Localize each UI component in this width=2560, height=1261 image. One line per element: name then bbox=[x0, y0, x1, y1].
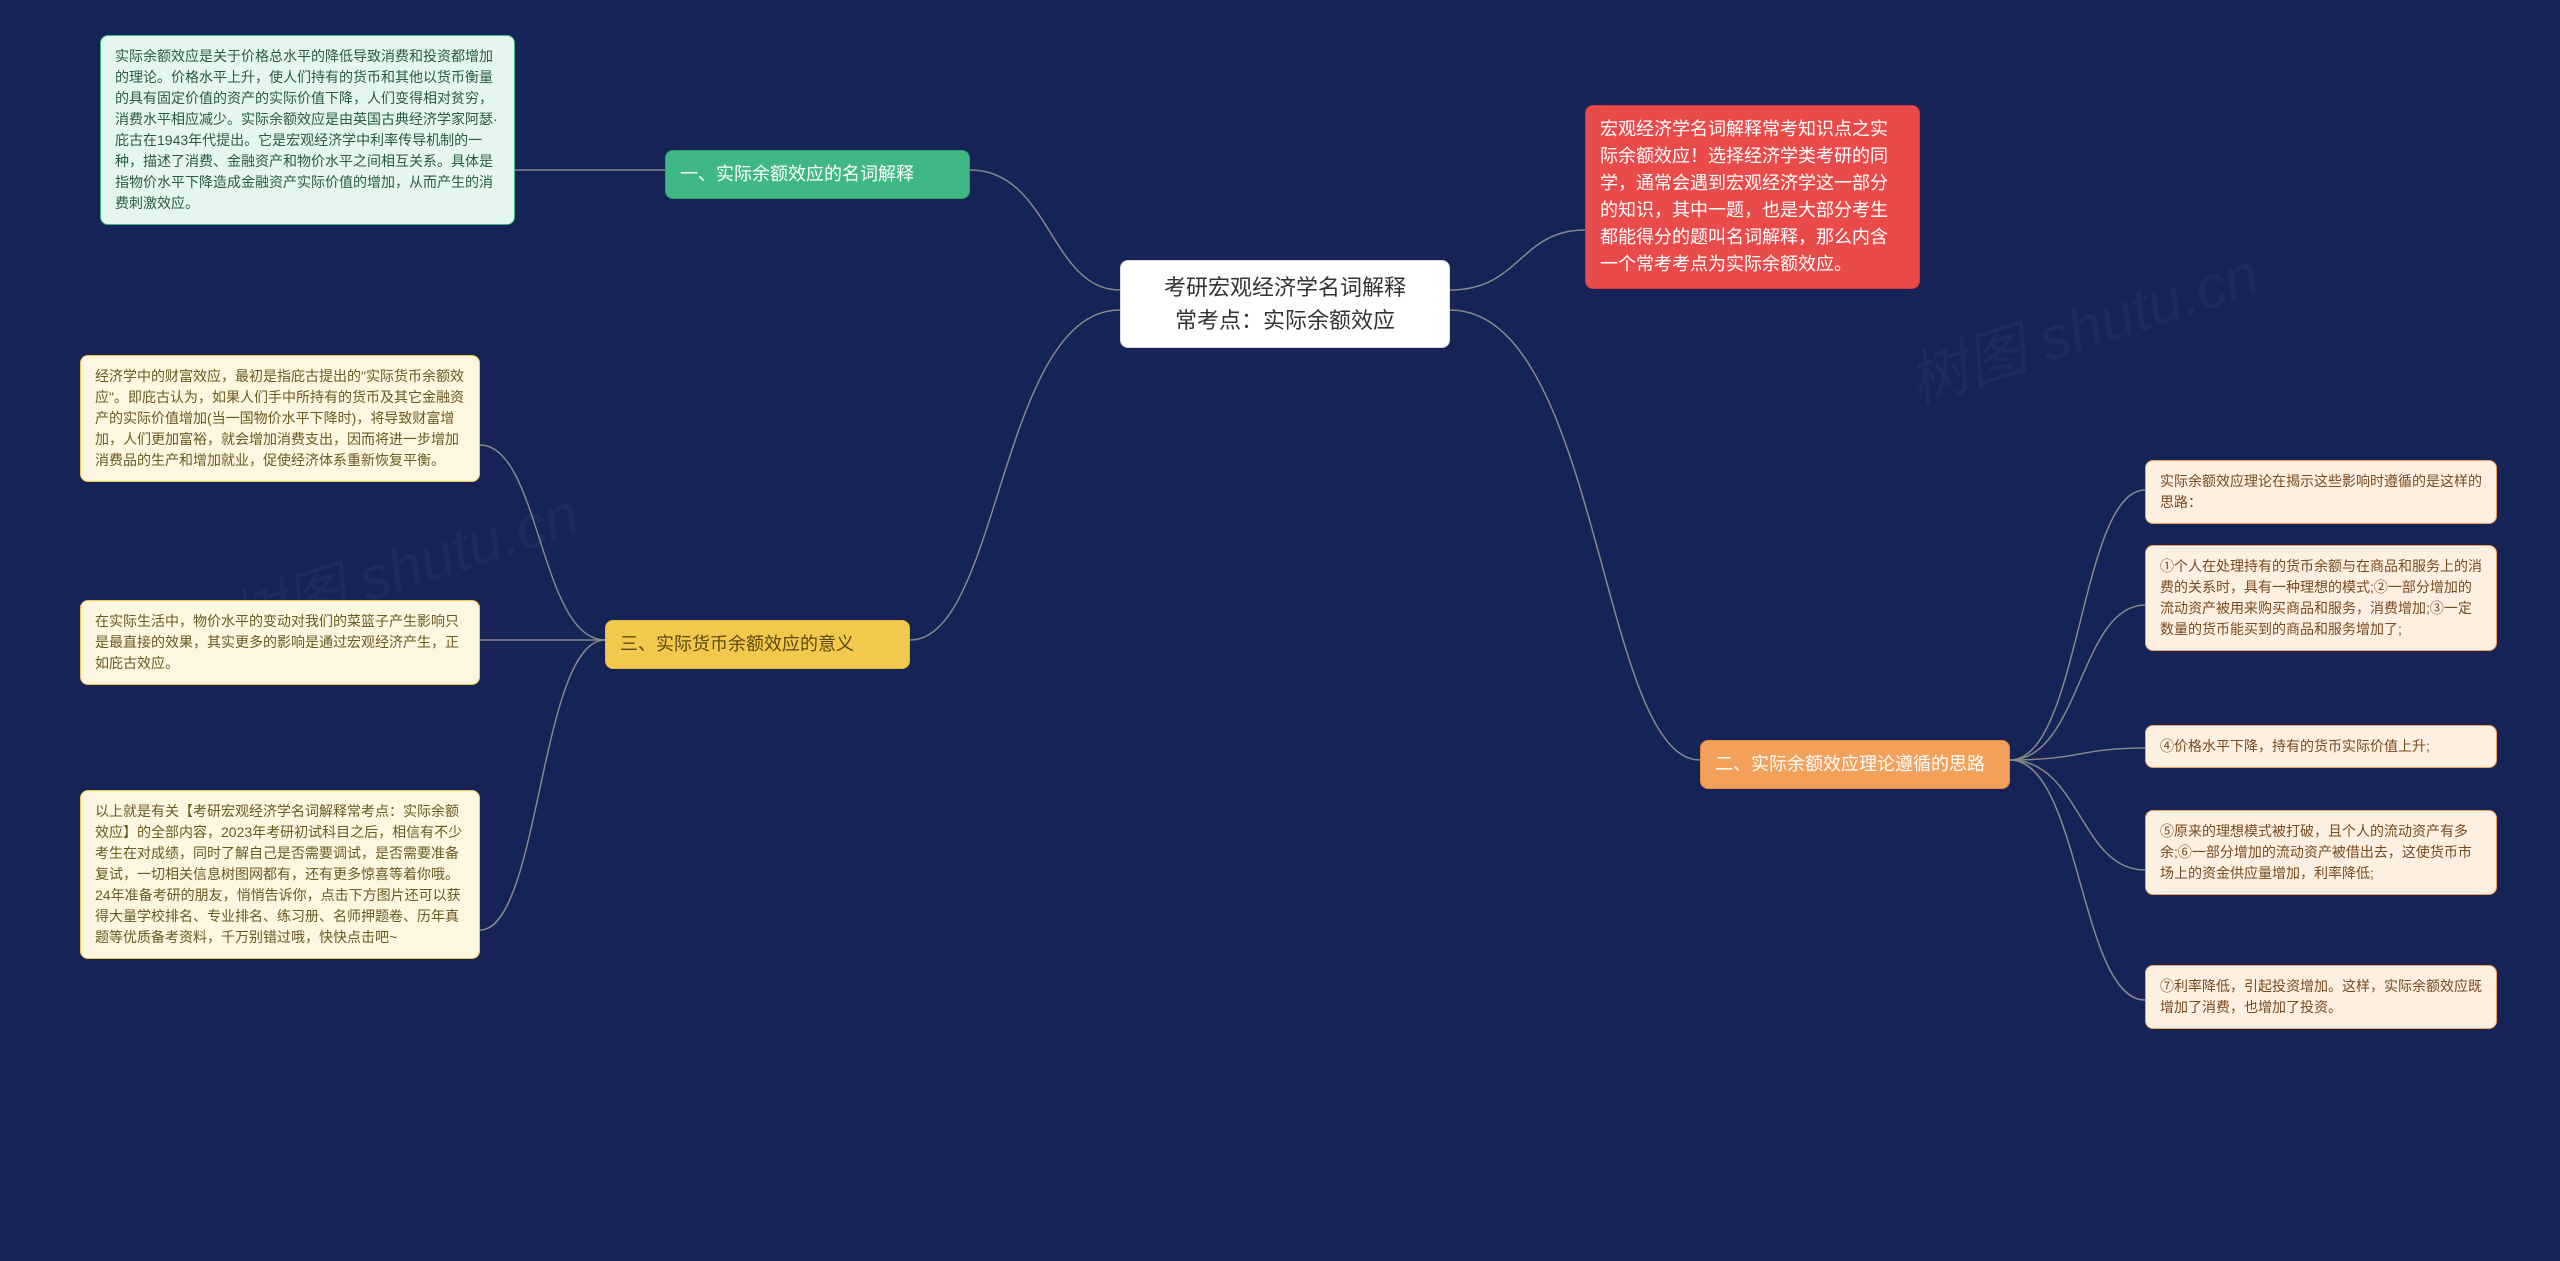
section1-title: 一、实际余额效应的名词解释 bbox=[665, 150, 970, 199]
section3-leaf-0: 经济学中的财富效应，最初是指庇古提出的"实际货币余额效应"。即庇古认为，如果人们… bbox=[80, 355, 480, 482]
center-node: 考研宏观经济学名词解释 常考点：实际余额效应 bbox=[1120, 260, 1450, 348]
section2-leaf-4: ⑦利率降低，引起投资增加。这样，实际余额效应既增加了消费，也增加了投资。 bbox=[2145, 965, 2497, 1029]
section2-leaf-0: 实际余额效应理论在揭示这些影响时遵循的是这样的思路： bbox=[2145, 460, 2497, 524]
section2-leaf-2: ④价格水平下降，持有的货币实际价值上升; bbox=[2145, 725, 2497, 768]
section3-title: 三、实际货币余额效应的意义 bbox=[605, 620, 910, 669]
section2-leaf-3: ⑤原来的理想模式被打破，且个人的流动资产有多余;⑥一部分增加的流动资产被借出去，… bbox=[2145, 810, 2497, 895]
center-title-line1: 考研宏观经济学名词解释 bbox=[1135, 271, 1435, 304]
section2-leaf-1: ①个人在处理持有的货币余额与在商品和服务上的消费的关系时，具有一种理想的模式;②… bbox=[2145, 545, 2497, 651]
section1-leaf: 实际余额效应是关于价格总水平的降低导致消费和投资都增加的理论。价格水平上升，使人… bbox=[100, 35, 515, 225]
section3-leaf-1: 在实际生活中，物价水平的变动对我们的菜篮子产生影响只是最直接的效果，其实更多的影… bbox=[80, 600, 480, 685]
intro-node: 宏观经济学名词解释常考知识点之实际余额效应！选择经济学类考研的同学，通常会遇到宏… bbox=[1585, 105, 1920, 289]
center-title-line2: 常考点：实际余额效应 bbox=[1135, 304, 1435, 337]
section2-title: 二、实际余额效应理论遵循的思路 bbox=[1700, 740, 2010, 789]
watermark: 树图 shutu.cn bbox=[1895, 226, 2268, 421]
section3-leaf-2: 以上就是有关【考研宏观经济学名词解释常考点：实际余额效应】的全部内容，2023年… bbox=[80, 790, 480, 959]
